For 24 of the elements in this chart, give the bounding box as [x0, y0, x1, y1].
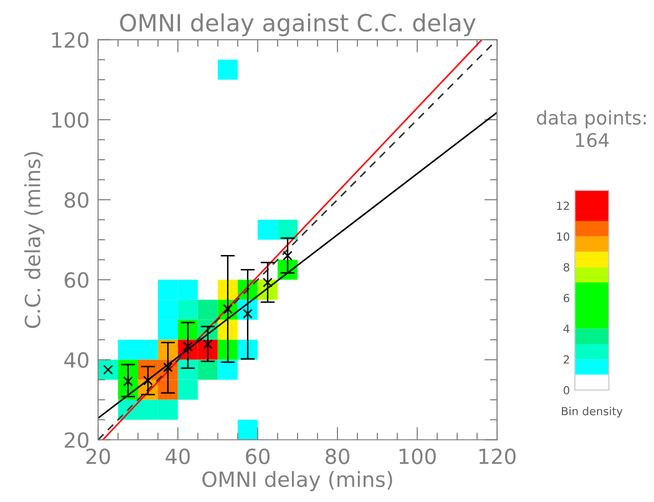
- y-tick-label: 100: [52, 112, 88, 128]
- color-bar-label: 12: [557, 202, 569, 210]
- x-tick-label: 60: [246, 448, 270, 464]
- x-tick-label: 80: [326, 448, 350, 464]
- color-bar-title: Bin density: [562, 406, 623, 418]
- color-bar-label: 2: [564, 355, 569, 364]
- color-bar-label: 10: [557, 232, 570, 241]
- color-bar-label: 8: [564, 263, 570, 272]
- y-tick-label: 40: [64, 352, 88, 368]
- x-tick-label: 120: [479, 448, 516, 464]
- chart-title: OMNI delay against C.C. delay: [120, 13, 476, 36]
- color-bar-label: 4: [563, 324, 570, 333]
- x-tick-label: 100: [400, 448, 436, 464]
- y-tick-label: 20: [64, 432, 88, 448]
- y-tick-label: 60: [64, 272, 88, 288]
- x-tick-label: 40: [166, 448, 190, 464]
- text: data points: 164: [536, 110, 646, 148]
- x-axis-title: OMNI delay (mins): [202, 471, 392, 492]
- y-tick-label: 80: [64, 192, 88, 208]
- y-tick-label: 120: [52, 32, 88, 48]
- color-bar-label: 6: [564, 294, 570, 302]
- color-bar-label: 0: [564, 386, 570, 394]
- y-axis-title: C.C. delay (mins): [24, 152, 44, 328]
- x-tick-label: 20: [86, 448, 110, 464]
